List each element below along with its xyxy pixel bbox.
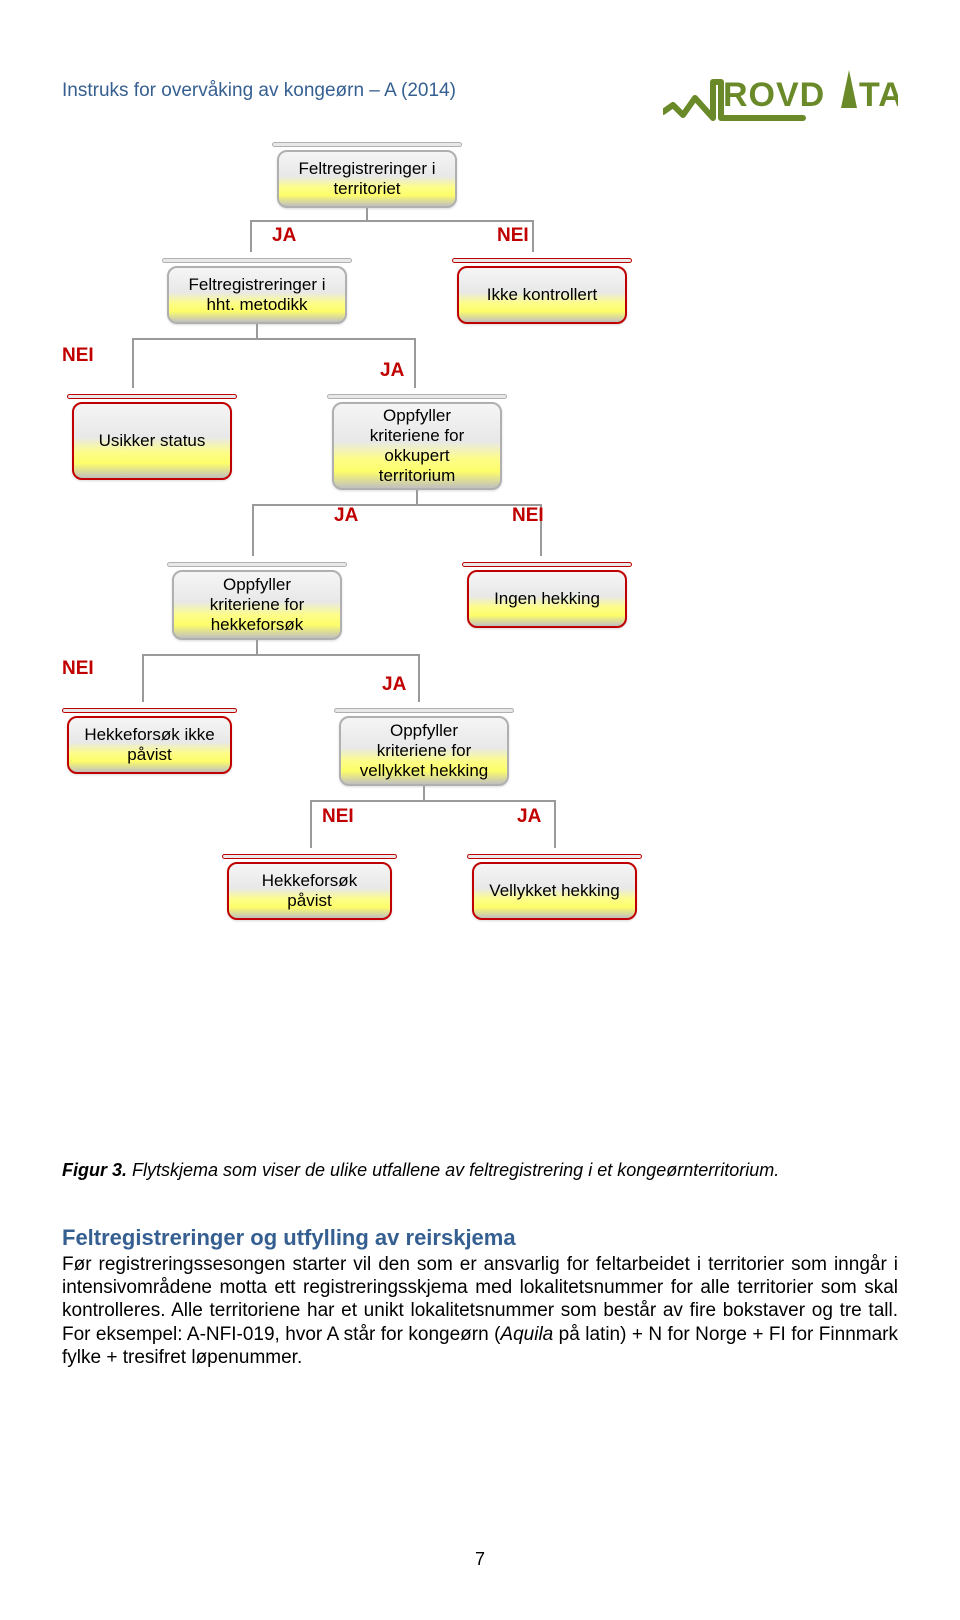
label-nei: NEI [497, 225, 529, 247]
node-hekkeforsok-ikke: Hekkeforsøk ikke påvist [67, 716, 232, 774]
node-banner [67, 394, 237, 399]
node-hekkeforsok-krit: Oppfyller kriteriene for hekkeforsøk [172, 570, 342, 640]
page-number: 7 [0, 1549, 960, 1570]
label-ja: JA [272, 225, 296, 247]
label-ja: JA [380, 360, 404, 382]
section-heading: Feltregistreringer og utfylling av reirs… [62, 1225, 898, 1251]
label-nei: NEI [62, 658, 94, 680]
node-felt-territoriet: Feltregistreringer i territoriet [277, 150, 457, 208]
svg-text:TA: TA [859, 76, 898, 114]
node-banner [272, 142, 462, 147]
node-vellykket-hekking: Vellykket hekking [472, 862, 637, 920]
rovdata-logo: ROVD TA [663, 60, 898, 122]
body-section: Feltregistreringer og utfylling av reirs… [62, 1225, 898, 1369]
node-banner [452, 258, 632, 263]
node-vellykket-krit: Oppfyller kriteriene for vellykket hekki… [339, 716, 509, 786]
section-paragraph: Før registreringssesongen starter vil de… [62, 1253, 898, 1369]
node-banner [62, 708, 237, 713]
node-okkupert: Oppfyller kriteriene for okkupert territ… [332, 402, 502, 490]
node-hekkeforsok-pavist: Hekkeforsøk påvist [227, 862, 392, 920]
svg-text:ROVD: ROVD [723, 76, 825, 114]
label-ja: JA [334, 505, 358, 527]
node-ingen-hekking: Ingen hekking [467, 570, 627, 628]
figure-text: Flytskjema som viser de ulike utfallene … [127, 1160, 779, 1180]
label-ja: JA [382, 674, 406, 696]
label-nei: NEI [512, 505, 544, 527]
label-nei: NEI [322, 806, 354, 828]
node-ikke-kontrollert: Ikke kontrollert [457, 266, 627, 324]
node-banner [334, 708, 514, 713]
node-banner [467, 854, 642, 859]
node-felt-metodikk: Feltregistreringer i hht. metodikk [167, 266, 347, 324]
page-header: Instruks for overvåking av kongeørn – A … [62, 60, 898, 122]
label-nei: NEI [62, 345, 94, 367]
figure-caption: Figur 3. Flytskjema som viser de ulike u… [62, 1160, 898, 1181]
node-banner [462, 562, 632, 567]
node-usikker-status: Usikker status [72, 402, 232, 480]
node-banner [162, 258, 352, 263]
document-title: Instruks for overvåking av kongeørn – A … [62, 80, 456, 102]
figure-label: Figur 3. [62, 1160, 127, 1180]
flowchart: Feltregistreringer i territoriet JA NEI … [62, 130, 702, 1140]
node-banner [327, 394, 507, 399]
node-banner [167, 562, 347, 567]
node-banner [222, 854, 397, 859]
label-ja: JA [517, 806, 541, 828]
